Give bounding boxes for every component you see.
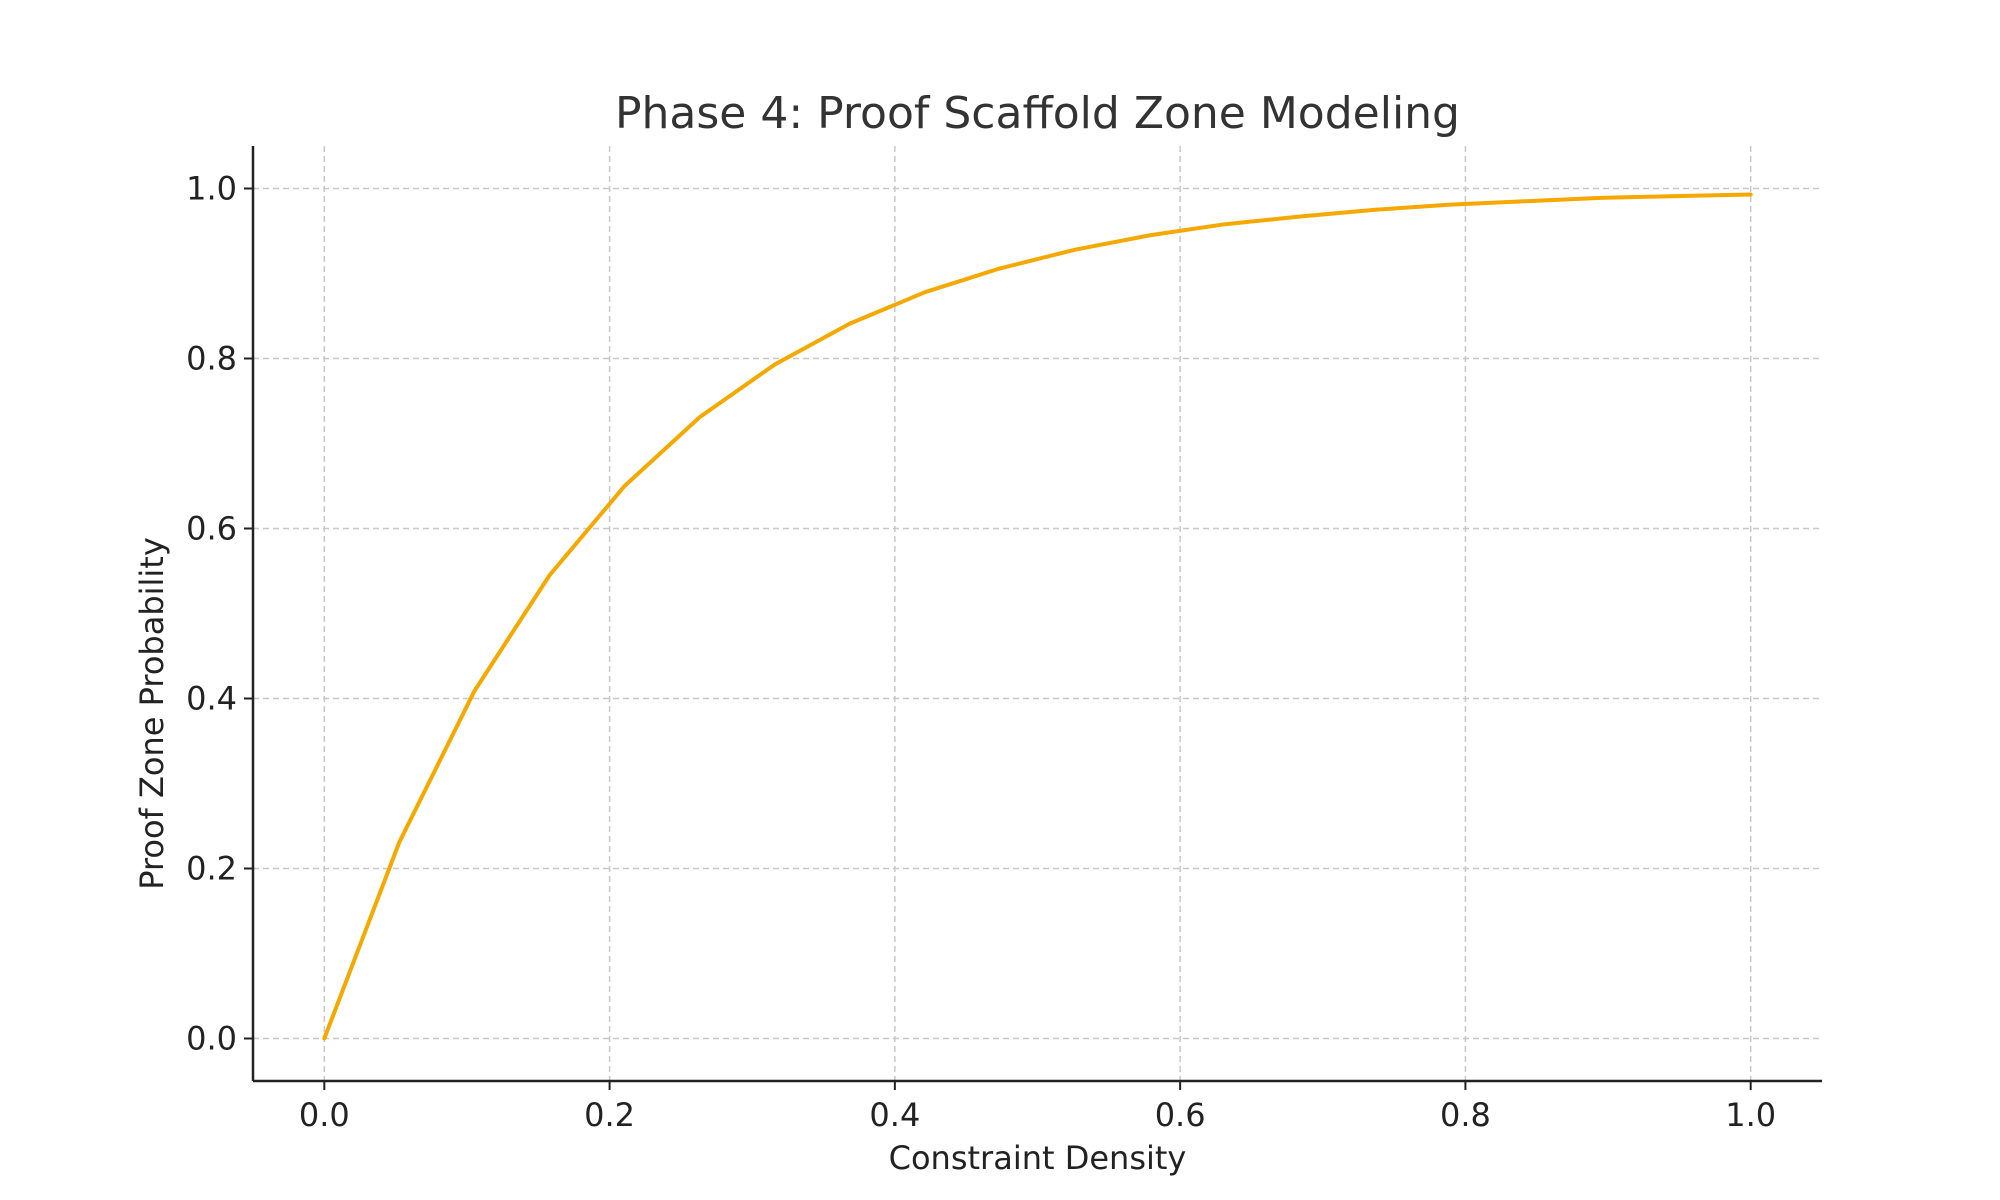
x-axis-label: Constraint Density — [889, 1139, 1187, 1177]
axes — [251, 146, 1822, 1083]
x-tick-label: 1.0 — [1725, 1096, 1776, 1134]
x-tick-label: 0.4 — [869, 1096, 920, 1134]
chart-title: Phase 4: Proof Scaffold Zone Modeling — [615, 88, 1460, 139]
series — [322, 192, 1753, 1041]
y-tick-label: 0.4 — [186, 680, 237, 718]
y-tick-label: 0.2 — [186, 850, 237, 888]
y-axis-label: Proof Zone Probability — [133, 537, 171, 890]
series-line — [322, 192, 1753, 1041]
y-tick-label: 0.6 — [186, 510, 237, 548]
y-tick-label: 0.8 — [186, 340, 237, 378]
x-tick-label: 0.6 — [1155, 1096, 1206, 1134]
x-tick-label: 0.8 — [1440, 1096, 1491, 1134]
y-tick-label: 0.0 — [186, 1020, 237, 1058]
y-tick-label: 1.0 — [186, 170, 237, 208]
x-tick-label: 0.0 — [299, 1096, 350, 1134]
x-tick-label: 0.2 — [584, 1096, 635, 1134]
ticks: 0.0 0.2 0.4 0.6 0.8 1.0 0.0 0.2 0.4 0.6 0.8 1.0 — [186, 170, 1776, 1135]
grid — [253, 146, 1822, 1081]
